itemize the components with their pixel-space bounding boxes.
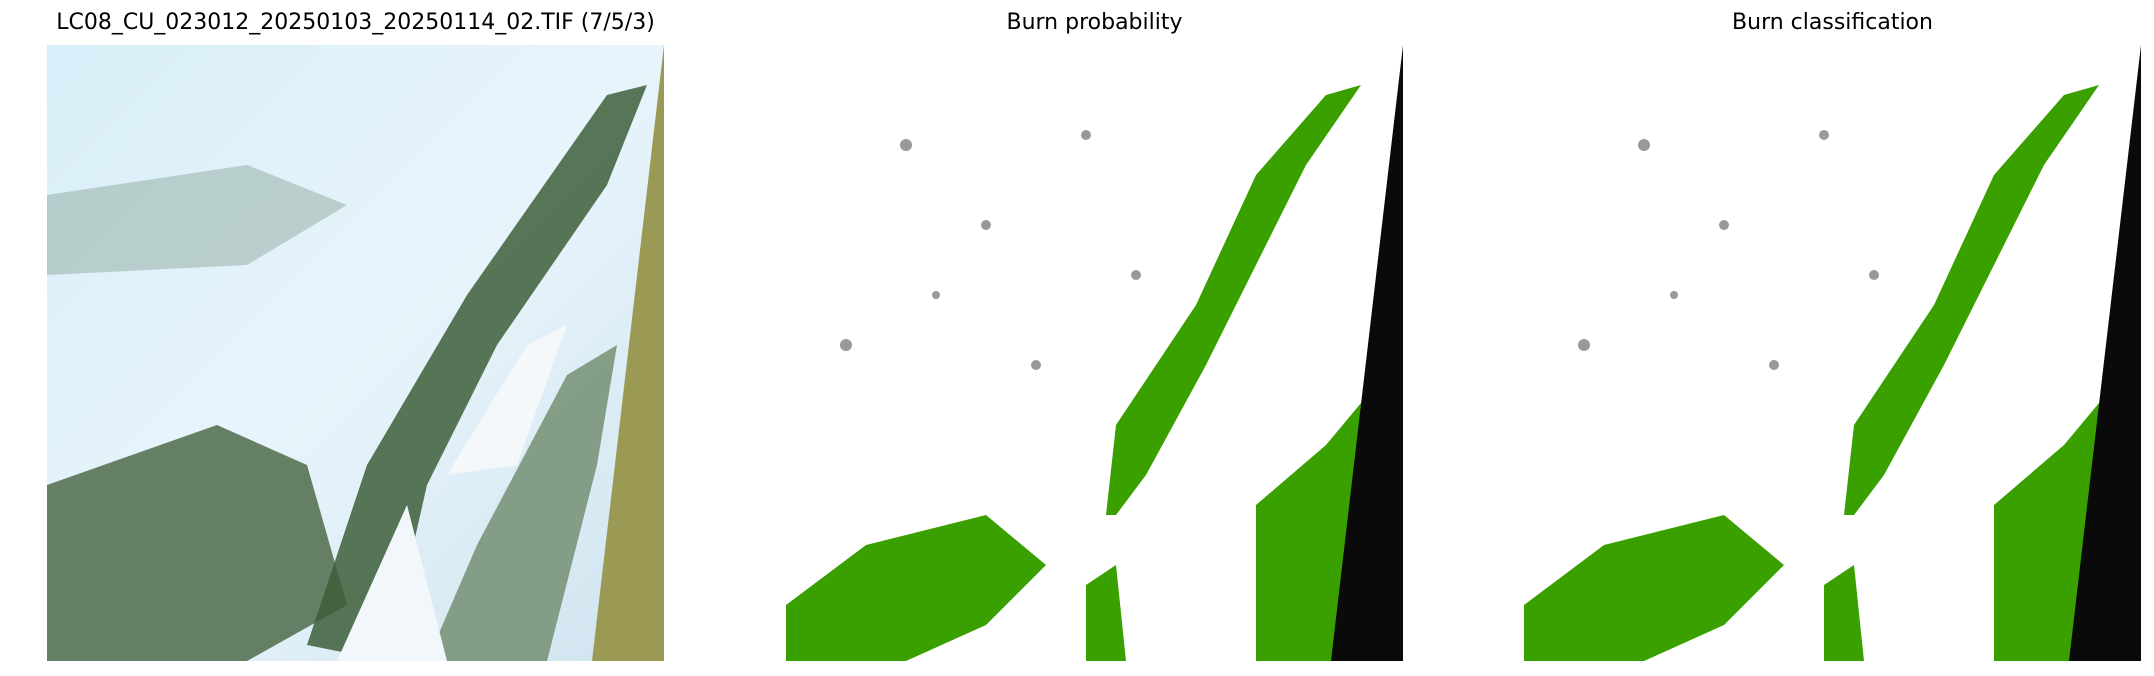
panel-title-burn-classification: Burn classification — [1732, 10, 1933, 35]
burn-probability-image — [786, 45, 1403, 661]
panel-title-rgb: LC08_CU_023012_20250103_20250114_02.TIF … — [56, 10, 655, 35]
burn-classification-image — [1524, 45, 2141, 661]
panel-title-burn-probability: Burn probability — [1006, 10, 1183, 35]
rgb-composite-image — [47, 45, 664, 661]
